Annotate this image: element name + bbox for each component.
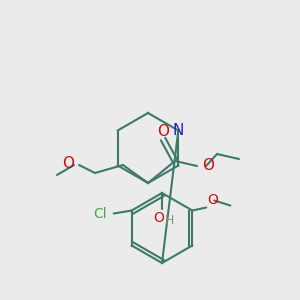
Text: O: O <box>62 155 74 170</box>
Text: Cl: Cl <box>93 206 106 220</box>
Text: O: O <box>207 194 218 208</box>
Text: H: H <box>164 214 174 226</box>
Text: O: O <box>154 211 164 225</box>
Text: N: N <box>172 123 184 138</box>
Text: O: O <box>157 124 169 139</box>
Text: O: O <box>202 158 214 172</box>
